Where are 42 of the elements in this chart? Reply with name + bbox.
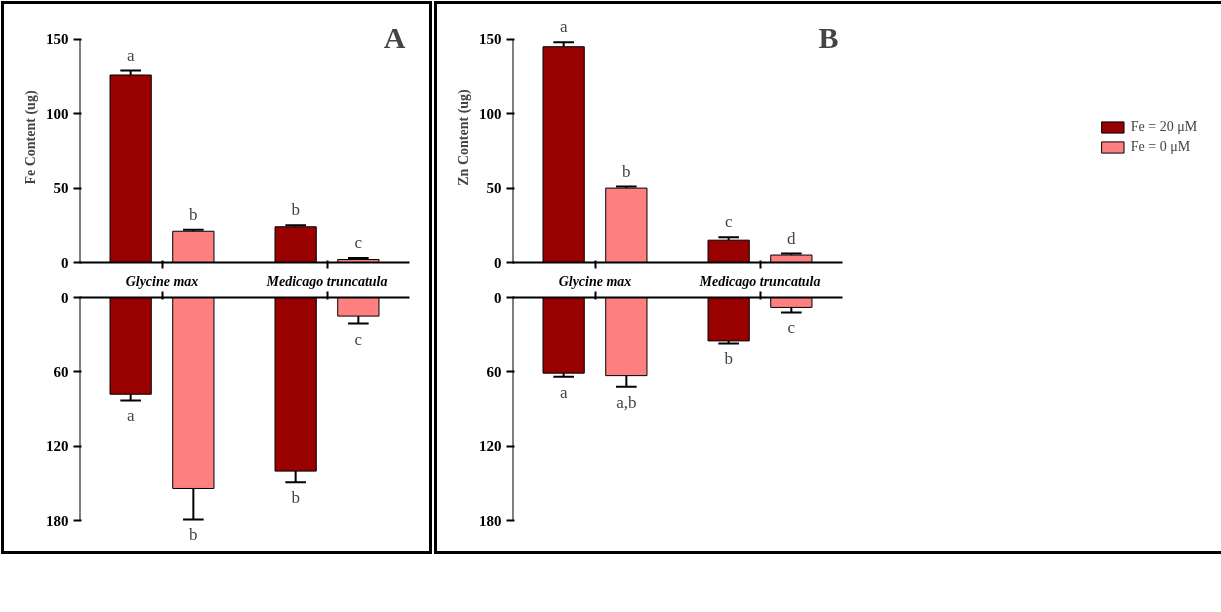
y-tick-label: 120 [479, 438, 502, 455]
data-label: b [189, 204, 198, 224]
data-label: b [189, 525, 198, 545]
y-tick-label: 180 [479, 512, 502, 529]
data-label: a [126, 406, 135, 426]
data-label: a,b [616, 392, 637, 412]
data-label: c [724, 212, 733, 232]
data-label: c [354, 233, 363, 253]
y-tick-label: 100 [46, 105, 69, 122]
x-tick-label: Glycine max [125, 273, 199, 289]
data-label: b [724, 349, 733, 369]
annotation: B [818, 21, 839, 55]
y-tick-label: 0 [494, 289, 502, 306]
y-tick-label: 100 [479, 105, 502, 122]
y-tick-label: 60 [53, 363, 69, 380]
data-label: b [622, 161, 631, 181]
y-tick-label: 150 [479, 31, 502, 48]
y-tick-label: 0 [61, 289, 69, 306]
y-tick-label: 150 [46, 31, 69, 48]
y-axis-title: Fe Content (ug) [23, 90, 39, 185]
data-label: a [126, 45, 135, 65]
x-tick-label: Medicago truncatula [698, 273, 821, 289]
x-tick-label: Medicago truncatula [265, 273, 388, 289]
y-tick-label: 180 [46, 512, 69, 529]
y-tick-label: 50 [53, 180, 69, 197]
y-tick-label: 0 [494, 254, 502, 271]
data-label: c [354, 329, 363, 349]
data-label: d [787, 228, 797, 248]
data-label: b [291, 488, 300, 508]
y-axis-title: Zn Content (ug) [456, 88, 472, 186]
data-label: c [787, 318, 796, 338]
y-tick-label: 60 [486, 363, 502, 380]
y-tick-label: 50 [486, 180, 502, 197]
annotation: A [383, 21, 406, 55]
legend-label: Fe = 20 μM [1130, 119, 1198, 135]
data-label: a [559, 382, 568, 402]
legend-label: Fe = 0 μM [1130, 139, 1191, 155]
data-label: b [291, 200, 300, 220]
y-tick-label: 120 [46, 438, 69, 455]
x-tick-label: Glycine max [558, 273, 632, 289]
y-tick-label: 0 [61, 254, 69, 271]
data-label: a [559, 17, 568, 37]
